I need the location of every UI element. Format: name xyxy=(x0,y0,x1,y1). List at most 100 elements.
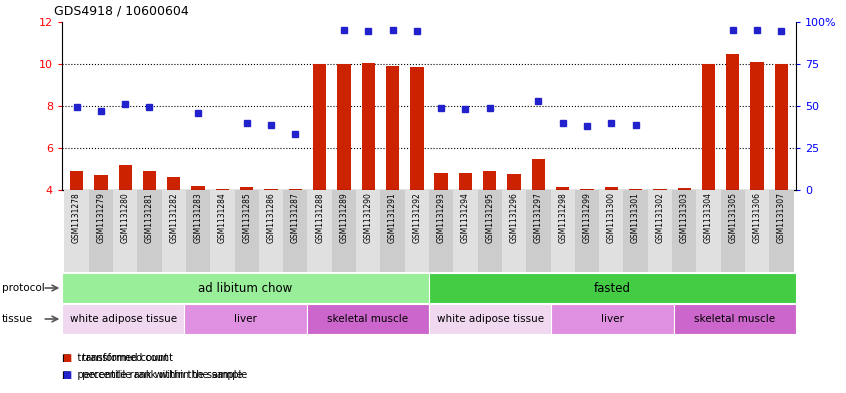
Text: white adipose tissue: white adipose tissue xyxy=(69,314,177,324)
Bar xyxy=(332,190,356,272)
Bar xyxy=(531,158,545,190)
Bar xyxy=(118,165,132,190)
Text: ad libitum chow: ad libitum chow xyxy=(198,281,293,294)
Bar xyxy=(556,187,569,190)
Bar xyxy=(338,64,350,190)
Text: GSM1131283: GSM1131283 xyxy=(194,193,202,243)
Bar xyxy=(478,190,502,272)
Text: GSM1131291: GSM1131291 xyxy=(388,193,397,243)
Text: GSM1131306: GSM1131306 xyxy=(753,193,761,243)
Bar xyxy=(459,173,472,190)
Bar xyxy=(769,190,794,272)
Bar xyxy=(186,190,211,272)
Text: GSM1131285: GSM1131285 xyxy=(242,193,251,243)
Text: GSM1131282: GSM1131282 xyxy=(169,193,179,243)
Bar xyxy=(168,177,180,190)
Bar xyxy=(216,189,229,190)
Text: ■: ■ xyxy=(62,353,71,363)
Bar xyxy=(624,190,648,272)
Bar xyxy=(599,190,624,272)
Text: skeletal muscle: skeletal muscle xyxy=(327,314,409,324)
Bar xyxy=(508,174,521,190)
Text: GSM1131297: GSM1131297 xyxy=(534,193,543,243)
Bar xyxy=(629,189,642,190)
Text: GSM1131302: GSM1131302 xyxy=(656,193,664,243)
Text: white adipose tissue: white adipose tissue xyxy=(437,314,544,324)
Bar xyxy=(288,189,302,190)
Text: GSM1131301: GSM1131301 xyxy=(631,193,640,243)
Text: GSM1131307: GSM1131307 xyxy=(777,193,786,243)
Bar xyxy=(234,190,259,272)
Bar xyxy=(240,187,254,190)
Text: GSM1131288: GSM1131288 xyxy=(315,193,324,243)
Bar xyxy=(283,190,307,272)
Text: GSM1131286: GSM1131286 xyxy=(266,193,276,243)
Bar xyxy=(574,190,599,272)
Text: GSM1131305: GSM1131305 xyxy=(728,193,738,243)
Bar xyxy=(306,304,429,334)
Text: GSM1131295: GSM1131295 xyxy=(486,193,494,243)
Bar xyxy=(64,190,89,272)
Text: GSM1131279: GSM1131279 xyxy=(96,193,106,243)
Bar xyxy=(429,273,796,303)
Bar xyxy=(264,189,277,190)
Bar xyxy=(745,190,769,272)
Text: GSM1131278: GSM1131278 xyxy=(72,193,81,243)
Bar xyxy=(143,171,157,190)
Text: ■: ■ xyxy=(62,370,71,380)
Bar xyxy=(678,188,691,190)
Text: GSM1131299: GSM1131299 xyxy=(583,193,591,243)
Bar xyxy=(726,53,739,190)
Bar xyxy=(356,190,381,272)
Text: ■  transformed count: ■ transformed count xyxy=(62,353,168,363)
Text: GSM1131303: GSM1131303 xyxy=(679,193,689,243)
Bar xyxy=(429,304,552,334)
Bar xyxy=(313,64,327,190)
Text: GSM1131289: GSM1131289 xyxy=(339,193,349,243)
Bar xyxy=(70,171,83,190)
Bar xyxy=(89,190,113,272)
Bar xyxy=(721,190,745,272)
Text: GSM1131290: GSM1131290 xyxy=(364,193,373,243)
Bar xyxy=(435,173,448,190)
Bar xyxy=(648,190,672,272)
Bar xyxy=(259,190,283,272)
Text: tissue: tissue xyxy=(2,314,33,324)
Bar xyxy=(775,64,788,190)
Text: GSM1131287: GSM1131287 xyxy=(291,193,299,243)
Bar xyxy=(605,187,618,190)
Bar xyxy=(672,190,696,272)
Text: GSM1131292: GSM1131292 xyxy=(412,193,421,243)
Bar xyxy=(137,190,162,272)
Bar xyxy=(526,190,551,272)
Text: transformed count: transformed count xyxy=(75,353,173,363)
Text: fasted: fasted xyxy=(594,281,631,294)
Bar xyxy=(653,189,667,190)
Bar xyxy=(552,304,673,334)
Text: liver: liver xyxy=(234,314,257,324)
Bar xyxy=(404,190,429,272)
Bar xyxy=(62,273,429,303)
Bar xyxy=(113,190,137,272)
Text: GSM1131296: GSM1131296 xyxy=(509,193,519,243)
Bar xyxy=(191,186,205,190)
Text: GSM1131298: GSM1131298 xyxy=(558,193,567,243)
Bar xyxy=(453,190,478,272)
Bar xyxy=(702,64,715,190)
Text: skeletal muscle: skeletal muscle xyxy=(695,314,776,324)
Text: ■  percentile rank within the sample: ■ percentile rank within the sample xyxy=(62,370,243,380)
Text: GSM1131294: GSM1131294 xyxy=(461,193,470,243)
Bar xyxy=(162,190,186,272)
Bar xyxy=(410,67,424,190)
Text: GDS4918 / 10600604: GDS4918 / 10600604 xyxy=(53,5,189,18)
Text: liver: liver xyxy=(601,314,624,324)
Bar xyxy=(184,304,306,334)
Bar xyxy=(502,190,526,272)
Text: percentile rank within the sample: percentile rank within the sample xyxy=(75,370,247,380)
Bar xyxy=(307,190,332,272)
Bar xyxy=(551,190,574,272)
Bar xyxy=(696,190,721,272)
Bar xyxy=(211,190,234,272)
Bar xyxy=(483,171,497,190)
Text: GSM1131304: GSM1131304 xyxy=(704,193,713,243)
